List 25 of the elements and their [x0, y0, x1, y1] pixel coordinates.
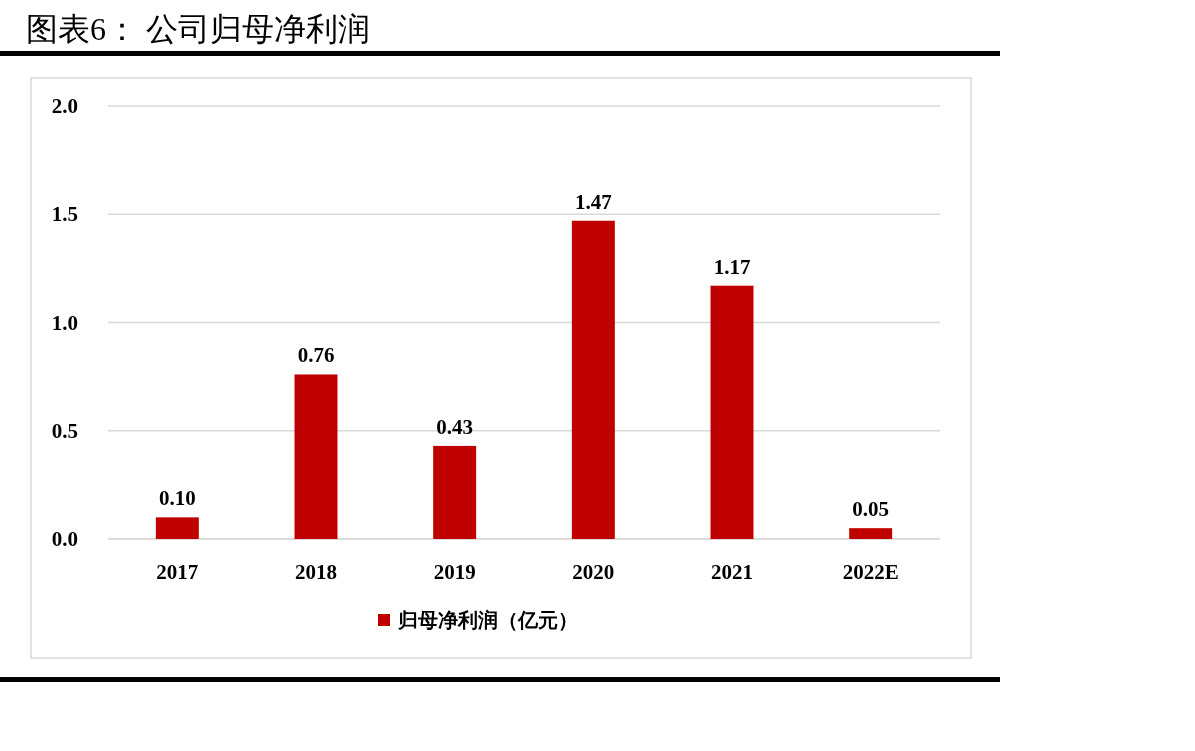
y-tick-label: 1.0 — [51, 310, 78, 335]
x-tick-label: 2022E — [842, 560, 899, 584]
data-label: 1.47 — [574, 189, 612, 214]
data-label: 0.76 — [297, 343, 335, 368]
x-tick-label: 2017 — [156, 560, 199, 584]
chart-title: 图表6： 公司归母净利润 — [26, 11, 370, 47]
data-label: 1.17 — [713, 254, 751, 279]
bar — [849, 528, 893, 539]
legend-label: 归母净利润（亿元） — [397, 609, 578, 631]
data-label: 0.05 — [852, 497, 890, 522]
x-tick-label: 2020 — [572, 560, 615, 584]
y-tick-label: 0.5 — [51, 418, 78, 443]
bar — [710, 285, 754, 539]
data-label: 0.43 — [436, 414, 474, 439]
bar — [433, 445, 477, 539]
y-tick-label: 2.0 — [51, 94, 78, 118]
x-tick-label: 2018 — [295, 560, 337, 584]
y-tick-label: 1.5 — [51, 202, 78, 227]
bar — [571, 220, 615, 539]
x-tick-label: 2019 — [433, 560, 476, 584]
y-tick-label: 0.0 — [51, 527, 78, 551]
data-label: 0.10 — [158, 486, 196, 511]
bar — [294, 374, 338, 539]
bar — [155, 517, 199, 539]
x-tick-label: 2021 — [711, 560, 753, 584]
